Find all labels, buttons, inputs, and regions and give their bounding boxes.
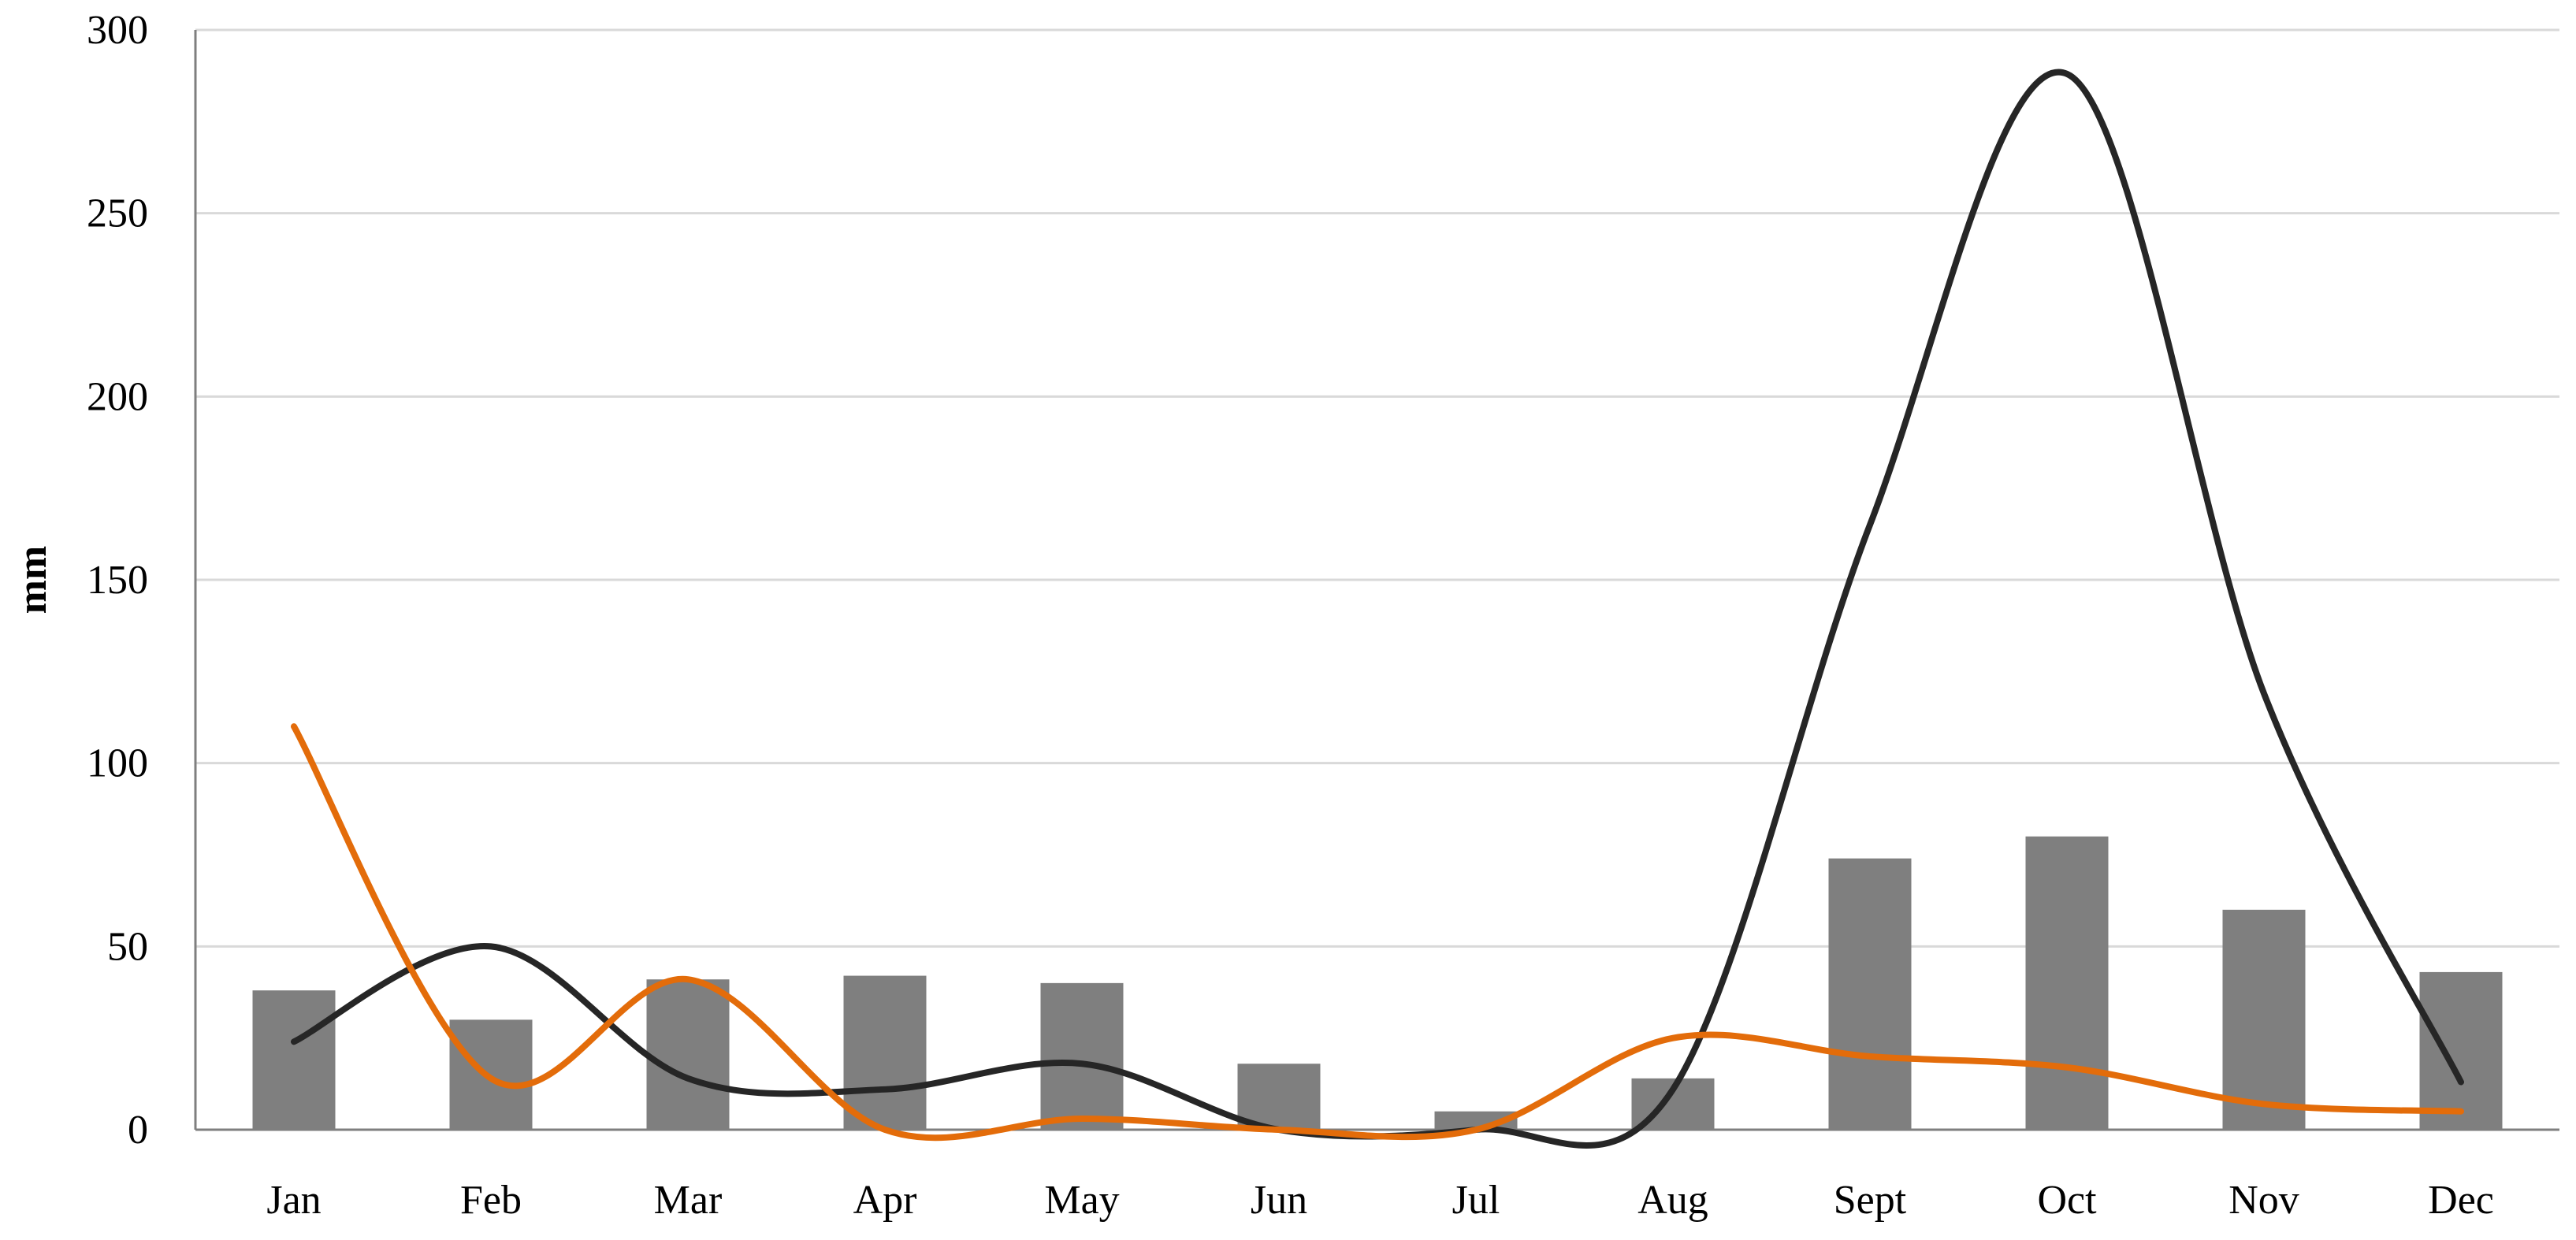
y-tick-label: 250 — [87, 191, 148, 236]
bar — [1237, 1064, 1321, 1130]
x-tick-label: Jul — [1452, 1178, 1500, 1223]
bar — [1828, 858, 1912, 1130]
bar — [1040, 982, 1124, 1130]
x-tick-label: Jun — [1251, 1178, 1307, 1223]
series-line — [291, 723, 2464, 1142]
bar — [252, 990, 336, 1130]
x-tick-label: Mar — [654, 1178, 723, 1223]
y-tick-label: 300 — [87, 8, 148, 53]
axes — [194, 30, 2559, 1131]
y-tick-label: 100 — [87, 741, 148, 786]
x-tick-label: Nov — [2228, 1178, 2299, 1223]
bar — [2222, 909, 2306, 1130]
bar — [2025, 836, 2109, 1130]
x-tick-label: Apr — [853, 1178, 917, 1223]
gridlines — [195, 28, 2559, 948]
x-tick-label: Sept — [1834, 1178, 1907, 1223]
y-tick-label: 0 — [128, 1108, 148, 1153]
x-tick-label: Oct — [2037, 1178, 2097, 1223]
x-tick-label: Jan — [266, 1178, 321, 1223]
x-tick-labels: Jan Feb Mar Apr May Jun Jul Aug Sept Oct Nov Dec — [266, 1178, 2494, 1223]
series-line — [291, 69, 2464, 1149]
y-tick-label: 50 — [107, 924, 148, 969]
bars — [252, 836, 2503, 1130]
x-tick-label: Aug — [1637, 1178, 1708, 1223]
x-tick-label: Feb — [460, 1178, 522, 1223]
lines — [291, 69, 2464, 1149]
bar — [843, 975, 927, 1130]
y-tick-label: 150 — [87, 558, 148, 603]
x-tick-label: Dec — [2428, 1178, 2494, 1223]
y-axis-title: mm — [10, 546, 55, 614]
bar — [646, 979, 730, 1130]
y-tick-labels: 0 50 100 150 200 250 300 — [87, 8, 148, 1153]
bar — [2419, 971, 2503, 1130]
y-tick-label: 200 — [87, 374, 148, 419]
x-tick-label: May — [1044, 1178, 1119, 1223]
